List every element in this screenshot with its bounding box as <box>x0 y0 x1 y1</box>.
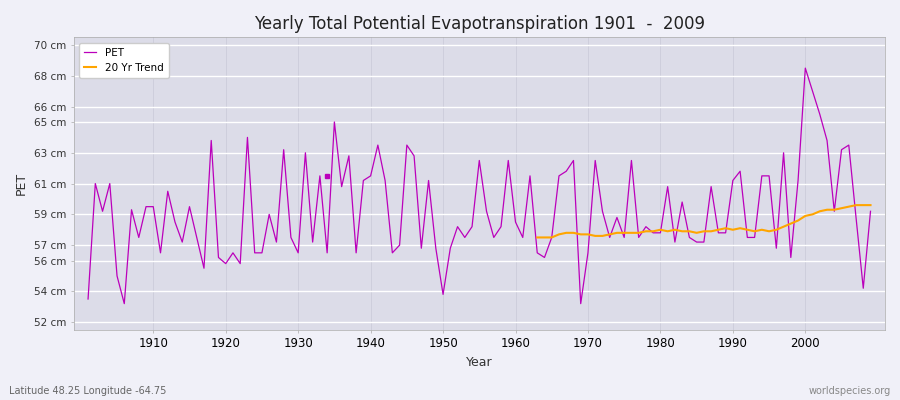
20 Yr Trend <box>814 209 825 214</box>
PET <box>351 250 362 255</box>
20 Yr Trend <box>532 235 543 240</box>
X-axis label: Year: Year <box>466 356 492 369</box>
20 Yr Trend <box>734 226 745 231</box>
Y-axis label: PET: PET <box>15 172 28 195</box>
20 Yr Trend <box>720 226 731 231</box>
20 Yr Trend <box>698 229 709 234</box>
20 Yr Trend <box>619 230 630 235</box>
20 Yr Trend <box>786 221 796 226</box>
20 Yr Trend <box>641 229 652 234</box>
20 Yr Trend <box>764 229 775 234</box>
20 Yr Trend <box>684 229 695 234</box>
20 Yr Trend <box>670 227 680 232</box>
PET <box>518 235 528 240</box>
PET <box>604 235 615 240</box>
20 Yr Trend <box>793 218 804 223</box>
20 Yr Trend <box>590 234 600 238</box>
20 Yr Trend <box>539 235 550 240</box>
20 Yr Trend <box>568 230 579 235</box>
20 Yr Trend <box>850 203 861 208</box>
20 Yr Trend <box>597 234 608 238</box>
20 Yr Trend <box>756 227 767 232</box>
20 Yr Trend <box>749 229 760 234</box>
PET <box>148 204 158 209</box>
20 Yr Trend <box>771 227 782 232</box>
20 Yr Trend <box>843 204 854 209</box>
PET <box>83 297 94 302</box>
20 Yr Trend <box>546 235 557 240</box>
20 Yr Trend <box>582 232 593 237</box>
20 Yr Trend <box>655 227 666 232</box>
20 Yr Trend <box>554 232 564 237</box>
Text: worldspecies.org: worldspecies.org <box>809 386 891 396</box>
20 Yr Trend <box>611 230 622 235</box>
Line: 20 Yr Trend: 20 Yr Trend <box>537 205 870 238</box>
20 Yr Trend <box>648 229 659 234</box>
PET <box>865 209 876 214</box>
20 Yr Trend <box>778 224 789 229</box>
20 Yr Trend <box>634 230 644 235</box>
Title: Yearly Total Potential Evapotranspiration 1901  -  2009: Yearly Total Potential Evapotranspiratio… <box>254 15 705 33</box>
20 Yr Trend <box>713 227 724 232</box>
20 Yr Trend <box>742 227 752 232</box>
20 Yr Trend <box>706 229 716 234</box>
20 Yr Trend <box>800 214 811 218</box>
20 Yr Trend <box>691 230 702 235</box>
Line: PET: PET <box>88 68 870 304</box>
20 Yr Trend <box>807 212 818 217</box>
PET <box>510 220 521 224</box>
PET <box>307 240 318 244</box>
20 Yr Trend <box>858 203 868 208</box>
20 Yr Trend <box>662 229 673 234</box>
20 Yr Trend <box>865 203 876 208</box>
20 Yr Trend <box>727 227 738 232</box>
20 Yr Trend <box>561 230 572 235</box>
Legend: PET, 20 Yr Trend: PET, 20 Yr Trend <box>79 42 169 78</box>
PET <box>119 301 130 306</box>
Text: Latitude 48.25 Longitude -64.75: Latitude 48.25 Longitude -64.75 <box>9 386 166 396</box>
20 Yr Trend <box>677 229 688 234</box>
20 Yr Trend <box>626 230 637 235</box>
20 Yr Trend <box>829 207 840 212</box>
PET <box>800 66 811 70</box>
20 Yr Trend <box>836 206 847 210</box>
20 Yr Trend <box>575 232 586 237</box>
20 Yr Trend <box>822 207 832 212</box>
20 Yr Trend <box>604 232 615 237</box>
